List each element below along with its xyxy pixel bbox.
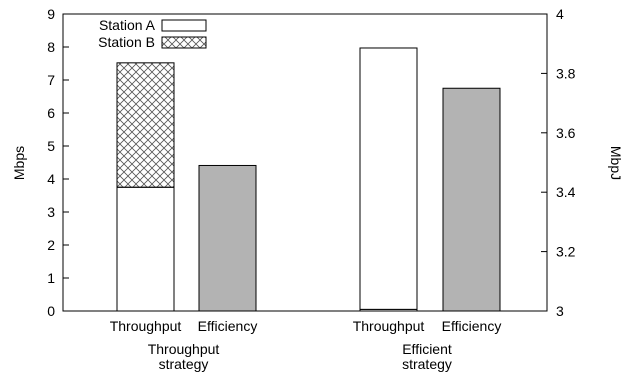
y-right-tick-label: 3.4 bbox=[556, 184, 576, 200]
y-axis-right-label: MbpJ bbox=[608, 146, 622, 180]
bar-category-label: Efficiency bbox=[198, 318, 258, 334]
y-left-tick-label: 0 bbox=[47, 303, 55, 319]
bar-category-label: Efficiency bbox=[442, 318, 502, 334]
y-left-tick-label: 7 bbox=[47, 72, 55, 88]
legend-label-station-b: Station B bbox=[98, 34, 155, 50]
bar-station-a bbox=[117, 187, 174, 311]
legend-label-station-a: Station A bbox=[99, 17, 156, 33]
group-label-line: Efficient bbox=[402, 341, 452, 357]
group-label-line: Throughput bbox=[148, 341, 220, 357]
y-left-tick-label: 9 bbox=[47, 6, 55, 22]
y-right-tick-label: 3.6 bbox=[556, 125, 576, 141]
chart-marks bbox=[117, 48, 500, 311]
bar-station-b bbox=[117, 63, 174, 187]
legend-swatch-station-b bbox=[162, 37, 206, 48]
y-right-tick-label: 3 bbox=[556, 303, 564, 319]
y-left-tick-label: 8 bbox=[47, 39, 55, 55]
y-axis-left-label: Mbps bbox=[11, 146, 27, 180]
bar-efficiency bbox=[199, 165, 256, 311]
group-label-line: strategy bbox=[159, 356, 209, 372]
y-right-tick-label: 4 bbox=[556, 6, 564, 22]
legend: Station A Station B bbox=[98, 17, 206, 50]
y-left-tick-label: 4 bbox=[47, 171, 55, 187]
bar-category-label: Throughput bbox=[353, 318, 425, 334]
y-left-tick-label: 5 bbox=[47, 138, 55, 154]
category-labels: Throughput EfficiencyThroughputstrategyTh… bbox=[110, 318, 502, 372]
bar-efficiency bbox=[443, 88, 500, 311]
y-left-tick-label: 6 bbox=[47, 105, 55, 121]
bar-category-label: Throughput bbox=[110, 318, 182, 334]
legend-swatch-station-a bbox=[162, 20, 206, 31]
y-right-tick-label: 3.8 bbox=[556, 65, 576, 81]
y-left-tick-label: 1 bbox=[47, 270, 55, 286]
bar-station-b bbox=[360, 48, 417, 309]
y-left-tick-label: 2 bbox=[47, 237, 55, 253]
y-right-tick-label: 3.2 bbox=[556, 244, 576, 260]
y-left-tick-label: 3 bbox=[47, 204, 55, 220]
group-label-line: strategy bbox=[402, 356, 452, 372]
